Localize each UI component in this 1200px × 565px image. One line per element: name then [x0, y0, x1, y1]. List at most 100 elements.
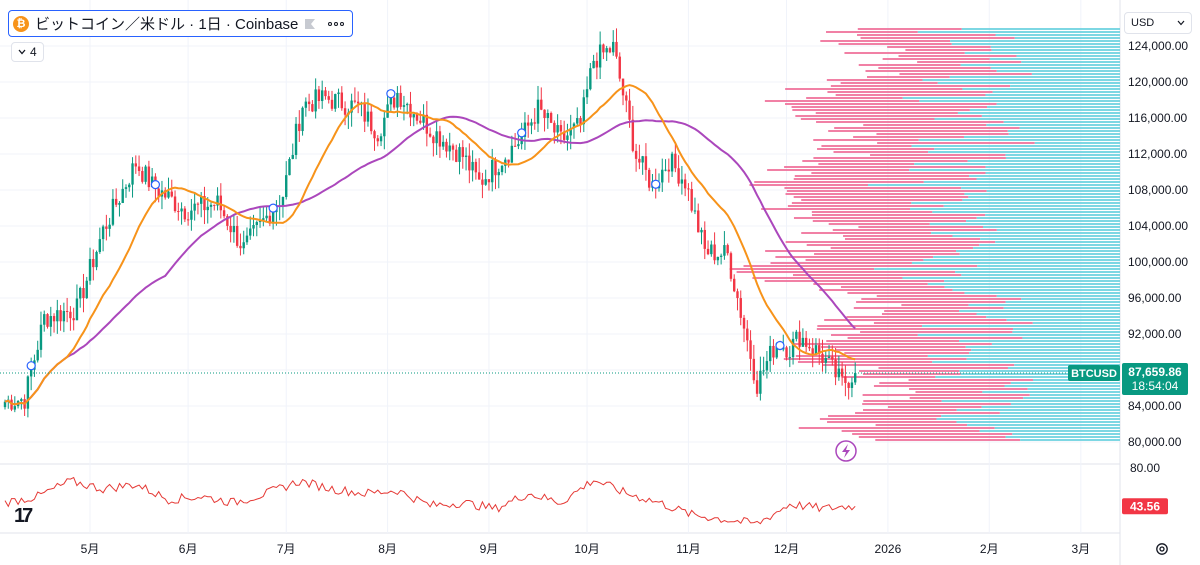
candle-body: [791, 338, 795, 358]
tradingview-logo-icon[interactable]: 17: [14, 505, 33, 527]
candle-body: [513, 145, 517, 147]
candle-body: [625, 95, 628, 101]
profile-bar-down: [867, 76, 950, 78]
profile-bar-up: [933, 256, 1120, 258]
currency-selector[interactable]: USD: [1124, 12, 1192, 34]
profile-bar-up: [967, 160, 1120, 162]
profile-bar-down: [856, 301, 1006, 303]
profile-bar-up: [929, 223, 1120, 225]
symbol-legend[interactable]: ₿ ビットコイン／米ドル · 1日 · Coinbase: [8, 10, 354, 37]
profile-bar-down: [832, 229, 997, 231]
candle-body: [412, 114, 415, 118]
profile-bar-down: [793, 217, 977, 219]
profile-bar-down: [909, 388, 1028, 390]
time-tick-label: 6月: [179, 542, 198, 556]
candle-body: [471, 161, 474, 171]
profile-bar-down: [831, 334, 918, 336]
candle-body: [808, 346, 811, 349]
candle-body: [26, 376, 30, 409]
candle-body: [59, 310, 62, 322]
price-tick-label: 80,000.00: [1128, 435, 1182, 449]
candle-body: [713, 244, 716, 261]
price-tick-label: 124,000.00: [1128, 39, 1188, 53]
profile-bar-up: [991, 343, 1120, 345]
profile-bar-up: [944, 286, 1120, 288]
candle-body: [697, 210, 700, 233]
profile-bar-down: [844, 352, 970, 354]
candle-body: [190, 210, 193, 220]
candle-body: [258, 220, 262, 223]
profile-bar-up: [960, 64, 1120, 66]
profile-bar-down: [863, 124, 987, 126]
profile-bar-up: [1027, 388, 1120, 390]
profile-bar-down: [853, 307, 1004, 309]
candle-body: [768, 345, 772, 362]
event-marker-icon: [386, 89, 396, 99]
profile-bar-up: [979, 430, 1120, 432]
profile-bar-down: [792, 274, 962, 276]
profile-bar-up: [968, 304, 1120, 306]
profile-bar-down: [901, 304, 969, 306]
profile-bar-down: [847, 337, 1023, 339]
profile-bar-down: [855, 412, 1000, 414]
profile-bar-down: [785, 103, 997, 105]
price-tick-label: 100,000.00: [1128, 255, 1188, 269]
profile-bar-down: [865, 70, 997, 72]
price-tick-label: 96,000.00: [1128, 291, 1182, 305]
profile-bar-down: [817, 148, 935, 150]
candle-body: [52, 316, 56, 322]
profile-bar-up: [918, 139, 1120, 141]
candle-body: [271, 212, 275, 224]
candle-body: [98, 239, 102, 252]
profile-bar-down: [899, 73, 1032, 75]
profile-bar-up: [1021, 298, 1120, 300]
profile-bar-up: [922, 79, 1120, 81]
profile-bar-up: [986, 316, 1120, 318]
profile-bar-up: [959, 370, 1120, 372]
profile-bar-down: [791, 106, 988, 108]
gear-icon[interactable]: [1154, 541, 1170, 557]
profile-bar-up: [995, 34, 1120, 36]
candle-body: [419, 120, 422, 123]
candle-body: [742, 317, 746, 329]
candle-body: [598, 44, 602, 68]
profile-bar-down: [863, 409, 957, 411]
candle-body: [173, 196, 177, 212]
profile-bar-down: [843, 235, 953, 237]
candle-body: [553, 122, 556, 133]
time-tick-label: 7月: [277, 542, 296, 556]
profile-bar-down: [858, 226, 983, 228]
candle-body: [334, 94, 337, 109]
profile-bar-down: [878, 367, 1008, 369]
profile-bar-down: [858, 64, 961, 66]
candle-body: [510, 145, 514, 163]
profile-bar-up: [996, 229, 1120, 231]
rsi-line: [4, 476, 856, 525]
flag-icon[interactable]: [304, 18, 316, 30]
candle-body: [222, 210, 226, 217]
more-options-icon[interactable]: [328, 21, 345, 26]
candle-body: [111, 198, 115, 225]
candle-body: [294, 123, 298, 155]
candle-body: [795, 331, 798, 339]
candle-body: [566, 135, 569, 140]
profile-bar-up: [923, 181, 1120, 183]
candle-body: [785, 347, 788, 358]
candle-body: [540, 99, 543, 110]
indicators-collapse-button[interactable]: 4: [11, 42, 44, 62]
candle-body: [402, 105, 406, 107]
profile-bar-up: [1034, 142, 1120, 144]
profile-bar-up: [956, 250, 1120, 252]
profile-bar-up: [922, 325, 1120, 327]
profile-bar-down: [818, 163, 915, 165]
profile-bar-down: [857, 28, 962, 30]
candle-body: [821, 353, 824, 363]
profile-bar-down: [821, 346, 966, 348]
candle-body: [726, 245, 729, 254]
candle-body: [589, 68, 592, 90]
profile-bar-down: [813, 139, 919, 141]
candle-body: [536, 99, 540, 124]
profile-bar-up: [1021, 61, 1120, 63]
profile-bar-down: [791, 202, 912, 204]
